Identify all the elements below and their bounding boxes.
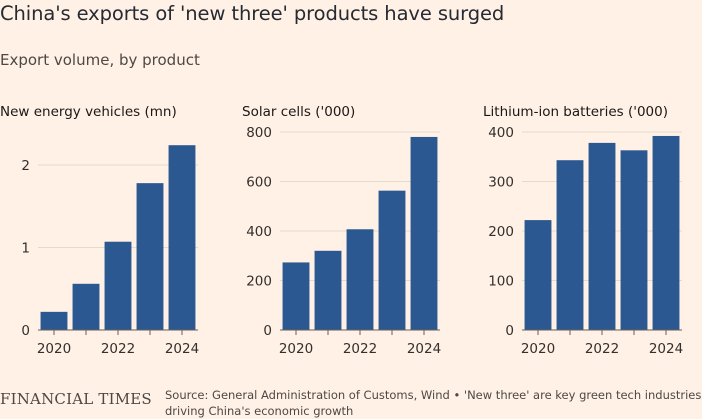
x-tick-label-nev-2022: 2022 [101, 341, 135, 357]
chart-title: China's exports of 'new three' products … [0, 2, 505, 25]
source-note: Source: General Administration of Custom… [165, 388, 702, 418]
bar-solar-2023 [378, 190, 406, 330]
x-tick-label-batteries-2020: 2020 [521, 341, 555, 357]
y-tick-label-solar-800: 800 [246, 125, 272, 141]
y-tick-label-nev-2: 2 [21, 158, 30, 174]
panel-title-solar: Solar cells ('000) [242, 104, 356, 120]
y-tick-label-solar-0: 0 [263, 323, 272, 339]
y-tick-label-batteries-300: 300 [488, 175, 514, 191]
ft-logo: FINANCIAL TIMES [0, 390, 152, 408]
bar-nev-2024 [168, 145, 196, 330]
panel-title-nev: New energy vehicles (mn) [0, 104, 177, 120]
x-tick-label-nev-2020: 2020 [37, 341, 71, 357]
y-tick-label-nev-0: 0 [21, 323, 30, 339]
bar-batteries-2022 [588, 142, 616, 330]
bar-nev-2023 [136, 183, 164, 330]
bar-solar-2020 [282, 262, 310, 330]
x-tick-label-nev-2024: 2024 [165, 341, 199, 357]
y-tick-label-solar-200: 200 [246, 274, 272, 290]
bar-nev-2020 [40, 311, 68, 330]
bar-solar-2021 [314, 250, 342, 330]
panel-title-batteries: Lithium-ion batteries ('000) [483, 104, 668, 120]
bar-solar-2022 [346, 229, 374, 330]
y-tick-label-nev-1: 1 [21, 241, 30, 257]
bar-nev-2022 [104, 241, 132, 330]
y-tick-label-batteries-400: 400 [488, 125, 514, 141]
bar-nev-2021 [72, 283, 100, 330]
y-tick-label-batteries-100: 100 [488, 274, 514, 290]
chart-subtitle: Export volume, by product [0, 51, 200, 69]
bar-batteries-2024 [652, 135, 680, 330]
x-tick-label-solar-2022: 2022 [343, 341, 377, 357]
y-tick-label-batteries-200: 200 [488, 224, 514, 240]
x-tick-label-solar-2020: 2020 [279, 341, 313, 357]
bar-batteries-2020 [524, 220, 552, 330]
x-tick-label-batteries-2022: 2022 [585, 341, 619, 357]
x-tick-label-solar-2024: 2024 [407, 341, 441, 357]
y-tick-label-solar-600: 600 [246, 175, 272, 191]
y-tick-label-solar-400: 400 [246, 224, 272, 240]
bar-batteries-2023 [620, 150, 648, 330]
y-tick-label-batteries-0: 0 [505, 323, 514, 339]
bar-solar-2024 [410, 136, 438, 330]
bar-batteries-2021 [556, 160, 584, 330]
x-tick-label-batteries-2024: 2024 [649, 341, 683, 357]
